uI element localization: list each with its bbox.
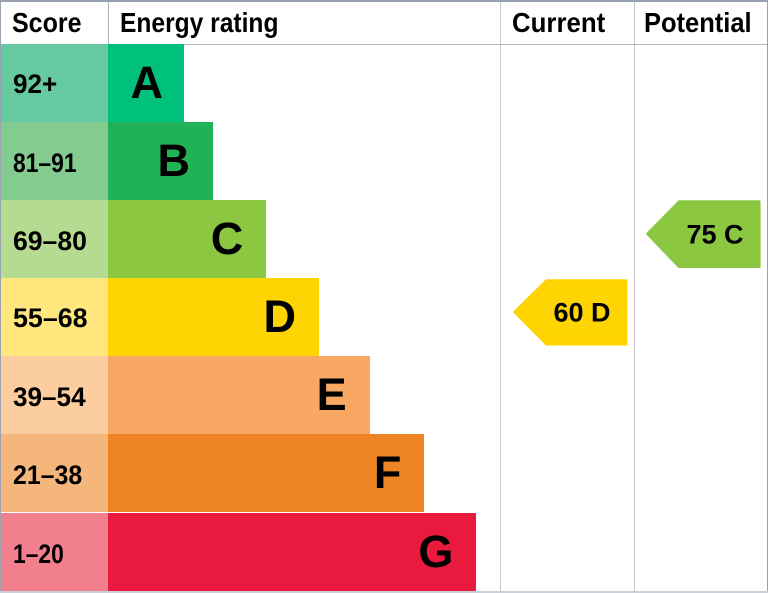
svg-text:60 D: 60 D <box>553 297 610 327</box>
svg-text:75 C: 75 C <box>687 219 744 249</box>
